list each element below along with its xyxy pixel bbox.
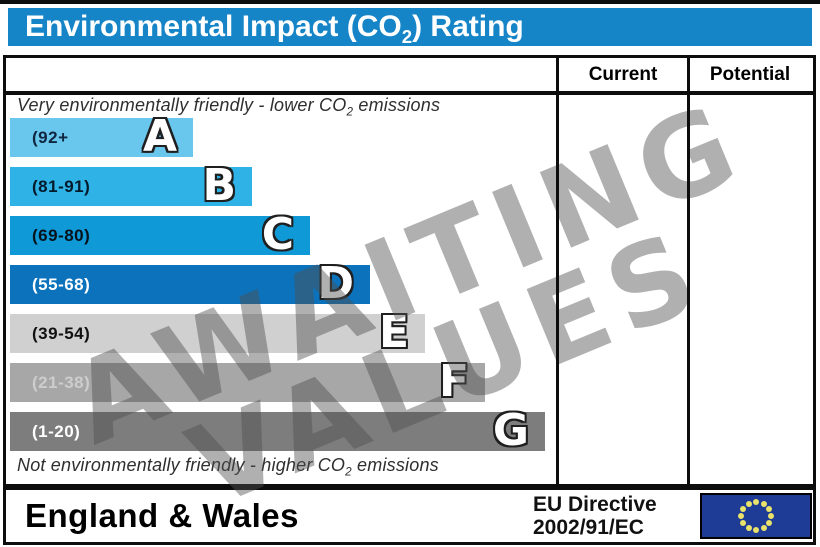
band-row-D: (55-68) D <box>10 258 550 309</box>
eu-directive-line2: 2002/91/EC <box>533 516 644 539</box>
band-letter: F <box>438 356 469 407</box>
co2-subscript: 2 <box>401 26 413 47</box>
eu-flag-star <box>738 513 744 519</box>
rating-table-body: Current Potential Very environmentally f… <box>6 58 813 484</box>
header-underline <box>6 91 813 95</box>
rating-table: Current Potential Very environmentally f… <box>3 55 816 487</box>
band-row-F: (21-38) F <box>10 356 550 407</box>
page-title: Environmental Impact (CO2) Rating <box>25 10 524 47</box>
column-header-potential: Potential <box>709 64 791 85</box>
column-divider-current <box>556 58 559 484</box>
band-letter: B <box>202 160 236 211</box>
band-letter: E <box>378 307 409 358</box>
band-range-label: (21-38) <box>32 373 91 392</box>
top-border-line <box>0 0 820 4</box>
eu-flag-star <box>753 527 759 533</box>
eu-flag <box>700 493 812 539</box>
column-header-current: Current <box>588 64 658 85</box>
scale-top-suffix: emissions <box>353 95 441 115</box>
scale-bottom-suffix: emissions <box>351 455 439 475</box>
region-label: England & Wales <box>25 497 299 534</box>
eu-flag-star <box>768 513 774 519</box>
band-letter: G <box>492 405 529 456</box>
eu-flag-star <box>765 520 772 526</box>
band-range-label: (81-91) <box>32 177 91 196</box>
footer-bar: England & Wales EU Directive 2002/91/EC <box>3 487 816 545</box>
band-bar-G: (1-20) G <box>10 405 545 456</box>
column-divider-potential <box>687 58 690 484</box>
band-range-label: (69-80) <box>32 226 91 245</box>
band-range-label: (1-20) <box>32 422 81 441</box>
band-bar-D: (55-68) D <box>10 258 370 309</box>
band-range-label: (92+ <box>32 128 69 147</box>
band-row-C: (69-80) C <box>10 209 550 260</box>
band-bar-F: (21-38) F <box>10 356 485 407</box>
band-row-A: (92+ A <box>10 111 550 162</box>
eu-directive-line1: EU Directive <box>533 493 657 516</box>
eu-flag-star <box>745 525 752 532</box>
band-bar-B: (81-91) B <box>10 160 252 211</box>
eu-flag-star <box>760 500 767 507</box>
band-row-E: (39-54) E <box>10 307 550 358</box>
scale-bottom-co2-subscript: 2 <box>345 465 352 479</box>
band-letter: A <box>142 111 177 162</box>
scale-top-co2-subscript: 2 <box>346 105 354 119</box>
scale-top-text: Very environmentally friendly - lower CO… <box>17 95 440 119</box>
eu-directive-label: EU Directive 2002/91/EC <box>533 493 657 539</box>
scale-bottom-prefix: Not environmentally friendly - higher CO <box>17 455 346 475</box>
eu-flag-star <box>765 506 772 512</box>
band-range-label: (39-54) <box>32 324 91 343</box>
scale-top-prefix: Very environmentally friendly - lower CO <box>17 95 347 115</box>
eu-flag-star <box>753 499 759 505</box>
band-bar-C: (69-80) C <box>10 209 310 260</box>
band-letter: C <box>261 209 294 260</box>
title-text-prefix: Environmental Impact (CO <box>25 10 402 43</box>
eu-flag-star <box>760 525 767 532</box>
band-row-B: (81-91) B <box>10 160 550 211</box>
band-row-G: (1-20) G <box>10 405 550 456</box>
eu-flag-star <box>745 500 752 507</box>
title-bar: Environmental Impact (CO2) Rating <box>8 8 812 47</box>
band-bar-A: (92+ A <box>10 111 193 162</box>
band-letter: D <box>317 258 354 309</box>
band-bar-E: (39-54) E <box>10 307 425 358</box>
scale-bottom-text: Not environmentally friendly - higher CO… <box>17 455 439 479</box>
title-text-suffix: ) Rating <box>412 10 524 43</box>
eu-flag-star <box>740 520 746 526</box>
eu-flag-star <box>740 506 746 512</box>
band-range-label: (55-68) <box>32 275 91 294</box>
